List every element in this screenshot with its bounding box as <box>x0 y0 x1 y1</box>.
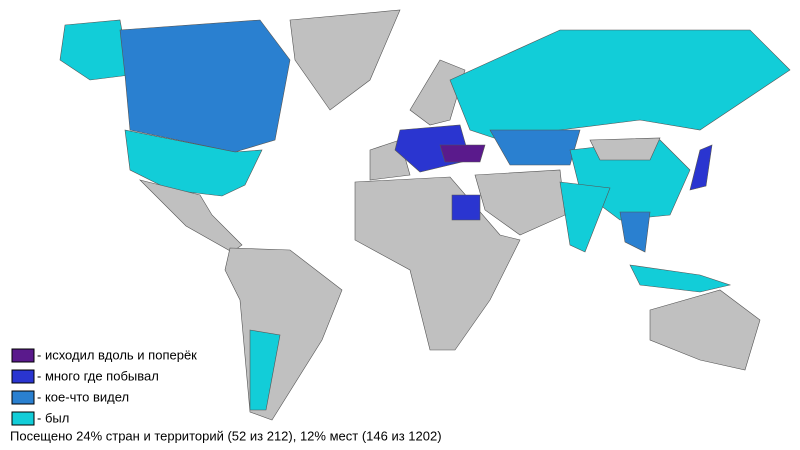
south-america <box>224 247 343 421</box>
legend-swatch <box>11 348 35 363</box>
egypt <box>451 194 481 221</box>
india <box>559 181 611 253</box>
legend-label: - много где побывал <box>37 368 159 383</box>
canada <box>119 19 291 153</box>
ukraine <box>439 144 486 163</box>
legend-swatch <box>11 390 35 405</box>
greenland <box>289 9 401 111</box>
middle-east <box>474 169 566 236</box>
mexico <box>139 179 243 253</box>
legend-swatch <box>11 411 35 426</box>
countries <box>59 9 791 421</box>
argentina <box>249 329 281 411</box>
se-asia <box>619 211 651 253</box>
legend-label: - исходил вдоль и поперёк <box>37 347 197 362</box>
indonesia <box>629 264 732 293</box>
kazakhstan <box>489 129 581 166</box>
legend-swatch <box>11 369 35 384</box>
alaska <box>59 19 131 81</box>
mongolia <box>589 137 661 161</box>
legend: - исходил вдоль и поперёк - много где поб… <box>11 347 197 426</box>
russia <box>449 29 791 141</box>
legend-label: - был <box>37 410 69 425</box>
usa <box>124 129 263 197</box>
visit-summary: Посещено 24% стран и территорий (52 из 2… <box>10 428 442 443</box>
legend-label: - кое-что видел <box>37 389 129 404</box>
japan <box>689 144 713 191</box>
australia <box>649 289 761 371</box>
